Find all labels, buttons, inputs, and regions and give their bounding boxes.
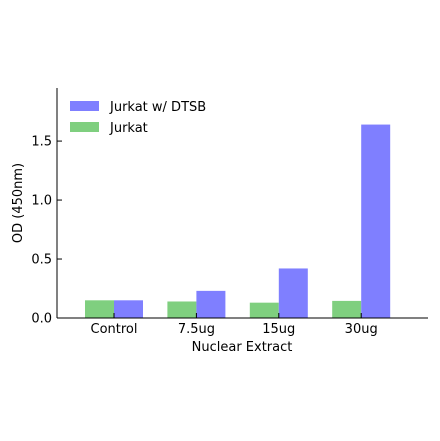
bar-jurkat-7-5ug (167, 301, 197, 318)
bar-jurkat-15ug (249, 302, 279, 318)
x-tick-label-30ug: 30ug (345, 322, 378, 337)
bar-jurkat-w-dtsb-30ug (361, 124, 391, 318)
x-tick-label-control: Control (91, 322, 138, 337)
y-axis-title: OD (450nm) (11, 163, 26, 243)
y-tick-label: 0.0 (31, 312, 52, 327)
bar-jurkat-w-dtsb-7-5ug (196, 290, 226, 318)
y-ticks-group: 0.0 0.5 1.0 1.5 (31, 135, 62, 327)
bar-jurkat-w-dtsb-control (114, 300, 143, 318)
legend-label-jurkat: Jurkat (109, 121, 148, 136)
legend: Jurkat w/ DTSB Jurkat (70, 100, 206, 136)
bar-jurkat-30ug (332, 300, 362, 318)
legend-label-jurkat-w-dtsb: Jurkat w/ DTSB (109, 100, 206, 115)
y-tick-label: 0.5 (31, 253, 52, 268)
legend-swatch-jurkat (70, 122, 99, 132)
x-axis-title: Nuclear Extract (192, 340, 293, 355)
x-tick-label-15ug: 15ug (262, 322, 295, 337)
bar-jurkat-w-dtsb-15ug (278, 268, 308, 318)
x-ticks-group: Control 7.5ug 15ug 30ug (91, 313, 378, 337)
x-tick-label-7-5ug: 7.5ug (178, 322, 215, 337)
y-tick-label: 1.5 (31, 135, 52, 150)
legend-swatch-jurkat-w-dtsb (70, 101, 99, 111)
bar-jurkat-control (85, 300, 114, 318)
bars-group (85, 124, 391, 318)
y-tick-label: 1.0 (31, 194, 52, 209)
